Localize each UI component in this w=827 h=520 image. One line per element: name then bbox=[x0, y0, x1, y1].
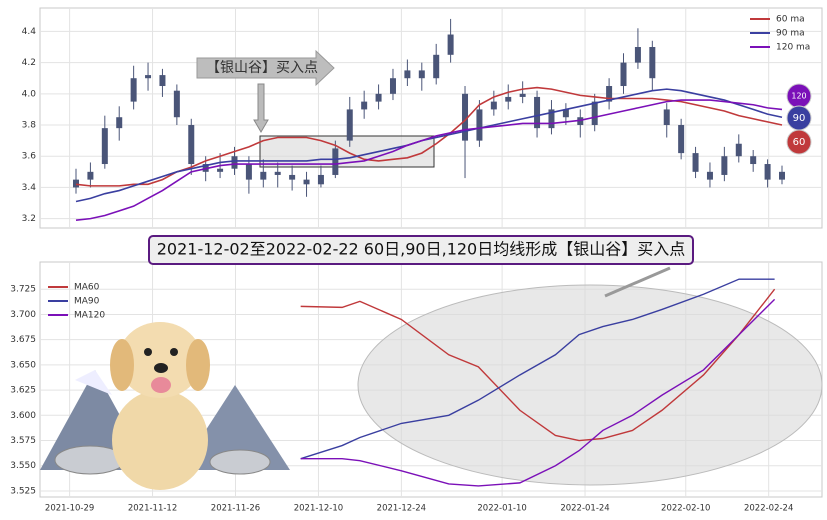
candle-body bbox=[404, 70, 411, 79]
candle-body bbox=[721, 156, 728, 175]
legend-label: MA120 bbox=[74, 311, 105, 321]
legend-label: 90 ma bbox=[776, 29, 805, 39]
candle-body bbox=[245, 164, 252, 180]
banner bbox=[148, 235, 694, 265]
y-tick-label: 3.575 bbox=[10, 436, 36, 446]
y-tick-label: 4.0 bbox=[22, 89, 37, 99]
candle-body bbox=[678, 125, 685, 154]
candle-body bbox=[476, 109, 483, 141]
ma-line bbox=[75, 86, 783, 187]
y-tick-label: 3.525 bbox=[10, 486, 36, 496]
candle-body bbox=[101, 128, 108, 165]
candle-body bbox=[231, 156, 238, 169]
x-tick-label: 2021-12-10 bbox=[294, 504, 343, 514]
candle-body bbox=[548, 109, 555, 129]
y-tick-label: 4.4 bbox=[22, 27, 37, 37]
candle-body bbox=[663, 109, 670, 126]
marks: 60 ma 90 ma 120 ma MA60 MA90 MA120 bbox=[48, 15, 810, 487]
x-tick-label: 2021-12-24 bbox=[377, 504, 426, 514]
candle-body bbox=[534, 96, 541, 129]
candle-body bbox=[317, 174, 324, 185]
ma-line bbox=[300, 298, 776, 487]
candle-body bbox=[779, 171, 785, 180]
candle-body bbox=[159, 75, 166, 87]
candle-body bbox=[289, 174, 296, 180]
y-tick-label: 3.700 bbox=[10, 310, 36, 320]
ma-line bbox=[300, 278, 775, 460]
candle-body bbox=[692, 153, 699, 172]
x-tick-label: 2022-02-10 bbox=[661, 504, 710, 514]
y-tick-label: 3.725 bbox=[10, 285, 36, 295]
callout-label: 【银山谷】买入点 bbox=[206, 60, 318, 76]
ma-line bbox=[75, 99, 783, 221]
y-tick-label: 3.625 bbox=[10, 386, 36, 396]
y-tick-label: 4.2 bbox=[22, 58, 36, 68]
x-tick-label: 2022-01-10 bbox=[477, 504, 526, 514]
candle-body bbox=[634, 47, 641, 63]
candle-body bbox=[375, 93, 382, 102]
y-tick-label: 3.600 bbox=[10, 411, 36, 421]
candle-body bbox=[505, 96, 512, 102]
x-tick-label: 2021-11-26 bbox=[211, 504, 260, 514]
candle-body bbox=[274, 171, 281, 175]
candle-body bbox=[87, 171, 94, 180]
decoration bbox=[40, 322, 290, 490]
highlight-ellipse bbox=[357, 284, 823, 486]
banner-title: 2021-12-02至2022-02-22 60日,90日,120日均线形成【银… bbox=[157, 240, 686, 259]
ma-line bbox=[300, 288, 776, 442]
candle-body bbox=[389, 78, 396, 94]
y-tick-label: 3.2 bbox=[22, 214, 36, 224]
candle-body bbox=[706, 171, 713, 180]
right-badges: 120 90 60 bbox=[786, 83, 812, 155]
y-tick-label: 3.675 bbox=[10, 335, 36, 345]
candle-body bbox=[591, 101, 598, 126]
candle-body bbox=[462, 93, 469, 141]
candle-body bbox=[188, 125, 195, 165]
candle-body bbox=[145, 75, 152, 79]
down-arrow bbox=[253, 83, 269, 133]
legend-label: MA60 bbox=[74, 283, 100, 293]
candle-body bbox=[606, 86, 613, 102]
x-tick-label: 2021-11-12 bbox=[128, 504, 177, 514]
y-tick-label: 3.550 bbox=[10, 461, 36, 471]
candle-body bbox=[447, 34, 454, 55]
legend-label: 120 ma bbox=[776, 43, 810, 53]
pointer-arrow bbox=[604, 266, 671, 298]
candle-body bbox=[260, 171, 267, 180]
candle-body bbox=[433, 54, 440, 79]
candle-body bbox=[620, 62, 627, 87]
badge-label: 90 bbox=[793, 113, 806, 124]
candle-body bbox=[332, 148, 339, 175]
legend-label: MA90 bbox=[74, 297, 100, 307]
y-tick-label: 3.6 bbox=[22, 152, 37, 162]
candle-body bbox=[735, 143, 742, 157]
candle-body bbox=[418, 70, 425, 79]
callout-arrow bbox=[196, 49, 335, 87]
badge-label: 60 bbox=[793, 137, 806, 148]
legend-label: 60 ma bbox=[776, 15, 805, 25]
candle-body bbox=[750, 156, 757, 165]
y-tick-label: 3.8 bbox=[22, 121, 37, 131]
y-tick-label: 3.4 bbox=[22, 183, 37, 193]
candle-body bbox=[116, 117, 123, 129]
x-tick-label: 2022-01-24 bbox=[560, 504, 609, 514]
candle-body bbox=[217, 168, 224, 172]
candle-body bbox=[562, 109, 569, 118]
y-tick-label: 3.650 bbox=[10, 360, 36, 370]
x-tick-label: 2021-10-29 bbox=[45, 504, 94, 514]
x-tick-label: 2022-02-24 bbox=[744, 504, 793, 514]
candle-body bbox=[173, 90, 180, 118]
candle-body bbox=[519, 93, 526, 97]
candle-body bbox=[130, 78, 137, 102]
candle-body bbox=[649, 47, 656, 79]
candle-body bbox=[361, 101, 368, 110]
candle-body bbox=[764, 164, 771, 180]
candle-body bbox=[346, 109, 353, 141]
candle-body bbox=[303, 179, 310, 185]
candle-body bbox=[73, 179, 79, 188]
badge-label: 120 bbox=[791, 92, 806, 101]
top-frame bbox=[39, 7, 823, 229]
candle-body bbox=[490, 101, 497, 110]
